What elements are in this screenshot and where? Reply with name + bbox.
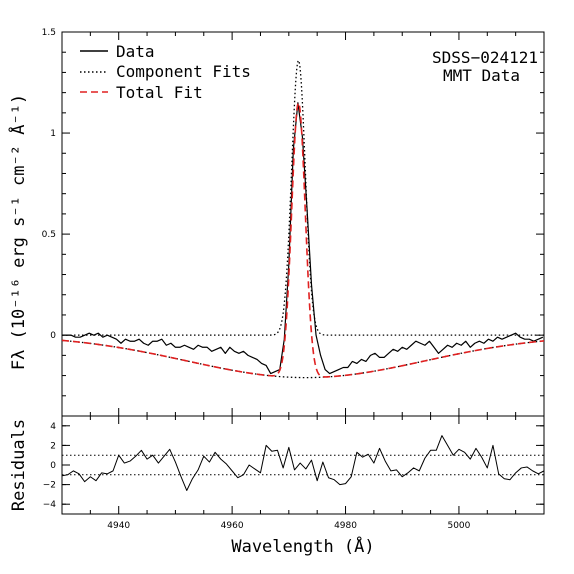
residuals-y-axis-title: Residuals xyxy=(9,419,29,511)
x-tick-label: 4940 xyxy=(107,521,130,531)
series-line-total-fit xyxy=(62,102,544,378)
object-name-annotation: SDSS−024121 xyxy=(432,48,538,67)
residual-y-tick-label: −4 xyxy=(43,500,57,510)
series-line-residuals xyxy=(62,435,544,491)
main-axis-ticks: 0 0.5 1 1.5 xyxy=(42,28,545,417)
residuals-axis-ticks: −4 −2 0 2 4 4940 4960 4980 5000 xyxy=(43,416,545,531)
series-line-component-fits-narrow xyxy=(62,59,544,336)
main-y-tick-label: 1.5 xyxy=(42,28,56,38)
series-line-data xyxy=(62,102,544,375)
main-y-tick-label: 1 xyxy=(50,129,56,139)
legend-label-total-fit: Total Fit xyxy=(116,83,203,102)
residuals-plot-area xyxy=(62,435,544,491)
main-plot-area xyxy=(62,59,544,379)
x-axis-title: Wavelength (Å) xyxy=(231,535,374,557)
residual-y-tick-label: −2 xyxy=(43,481,56,491)
x-tick-label: 5000 xyxy=(447,521,470,531)
x-tick-label: 4980 xyxy=(334,521,357,531)
residual-y-tick-label: 0 xyxy=(50,461,56,471)
legend-label-component-fits: Component Fits xyxy=(116,62,251,81)
main-y-axis-title: Fλ (10⁻¹⁶ erg s⁻¹ cm⁻² Å⁻¹) xyxy=(7,94,29,370)
legend-label-data: Data xyxy=(116,42,155,61)
main-y-tick-label: 0 xyxy=(50,331,56,341)
residual-y-tick-label: 4 xyxy=(50,422,56,432)
legend: Data Component Fits Total Fit xyxy=(80,42,251,102)
main-y-tick-label: 0.5 xyxy=(42,230,56,240)
residual-y-tick-label: 2 xyxy=(50,441,56,451)
residuals-plot-frame xyxy=(61,415,545,515)
data-source-annotation: MMT Data xyxy=(443,66,520,85)
x-tick-label: 4960 xyxy=(221,521,244,531)
